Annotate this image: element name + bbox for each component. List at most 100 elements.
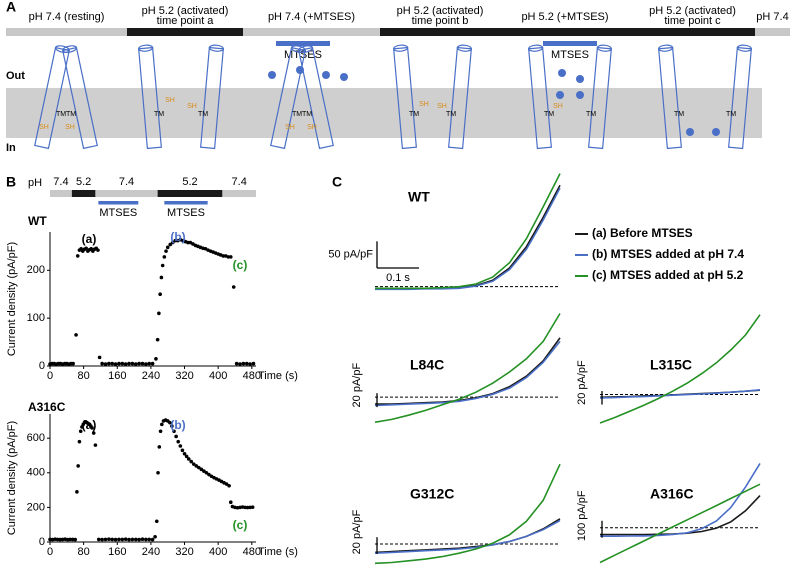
data-point (168, 420, 172, 425)
x-tick-label: 0 (47, 546, 53, 558)
ph-label: pH (28, 177, 42, 189)
ph-segment (6, 28, 127, 36)
data-point (137, 537, 141, 542)
data-point (107, 537, 111, 542)
data-point (180, 448, 185, 453)
mtses-label: MTSES (167, 207, 205, 219)
data-point (189, 459, 194, 464)
ph-segment (243, 28, 380, 36)
data-point (170, 240, 175, 245)
data-point (113, 362, 118, 366)
trace (375, 187, 561, 291)
mtses-molecule (322, 71, 330, 79)
data-point (93, 443, 98, 447)
mtses-molecule (296, 66, 304, 74)
sh-label: SH (165, 97, 175, 104)
y-tick-label: 0 (39, 536, 45, 548)
ph-value: 7.4 (53, 176, 68, 188)
x-tick-label: 320 (175, 370, 193, 382)
data-point (194, 464, 199, 468)
data-point (197, 465, 201, 470)
data-point (120, 537, 125, 542)
cylinder-top (658, 44, 674, 52)
x-tick-label: 240 (142, 546, 160, 558)
cylinder-body (448, 46, 472, 150)
data-point (133, 537, 138, 542)
data-point (182, 451, 187, 456)
x-tick-label: 400 (209, 370, 227, 382)
mtses-molecule (576, 75, 584, 83)
data-point (228, 255, 233, 259)
cylinder-body (393, 46, 417, 150)
chart-title: A316C (650, 486, 694, 502)
data-point (250, 505, 255, 510)
data-point (172, 429, 176, 434)
x-tick-label: 80 (78, 546, 90, 558)
x-tick-label: 480 (243, 546, 261, 558)
data-point (96, 248, 100, 252)
chart-title: L315C (650, 357, 692, 373)
annotation: (a) (82, 232, 97, 246)
data-point (165, 245, 170, 250)
panel-label: B (6, 174, 16, 190)
chart-title: A316C (28, 400, 66, 414)
helix-cylinder (298, 45, 334, 150)
trace (599, 483, 761, 564)
legend-label: (c) MTSES added at pH 5.2 (592, 268, 744, 282)
mtses-label: MTSES (284, 49, 322, 61)
trace (374, 313, 561, 423)
cylinder-top (456, 44, 472, 52)
data-point (120, 361, 125, 366)
chart-title: WT (28, 214, 47, 228)
data-point (113, 537, 118, 542)
mtses-bar (276, 41, 330, 46)
annotation: (a) (82, 418, 97, 432)
data-point (147, 361, 152, 366)
data-point (96, 537, 101, 542)
mtses-label: MTSES (551, 49, 589, 61)
mtses-molecule (268, 71, 276, 79)
y-tick-label: 400 (27, 467, 45, 479)
cylinder-body (270, 46, 306, 150)
trace (374, 519, 561, 554)
data-point (158, 429, 163, 434)
data-point (127, 361, 131, 366)
chart-title: L84C (410, 357, 444, 373)
mtses-molecule (340, 73, 348, 81)
cylinder-top (208, 44, 224, 52)
data-point (173, 238, 178, 243)
annotation: (b) (170, 230, 185, 244)
x-tick-label: 80 (78, 370, 90, 382)
data-point (227, 483, 231, 488)
ph-value: 5.2 (182, 176, 197, 188)
data-point (100, 361, 104, 366)
trace (374, 463, 561, 565)
trace (600, 462, 761, 537)
data-point (204, 471, 209, 475)
data-point (226, 255, 231, 259)
x-tick-label: 160 (108, 370, 126, 382)
cylinder-body (728, 46, 752, 150)
data-point (162, 255, 167, 259)
mtses-molecule (576, 91, 584, 99)
sh-label: SH (285, 124, 295, 131)
state-label: pH 5.2 (activated) (142, 5, 229, 17)
data-point (107, 361, 111, 366)
sh-label: SH (419, 101, 429, 108)
tm-label: TM (446, 111, 456, 118)
data-point (157, 445, 162, 449)
y-tick-label: 200 (27, 264, 45, 276)
scalebar-y-label: 100 pA/pF (576, 490, 588, 541)
scalebar-x-label: 0.1 s (386, 272, 410, 284)
mtses-bar (543, 41, 597, 46)
data-point (144, 362, 148, 366)
tm-label: TM (726, 111, 736, 118)
data-point (127, 537, 131, 542)
mtses-bar (164, 201, 208, 205)
data-point (160, 422, 164, 427)
data-point (150, 361, 155, 366)
data-point (174, 434, 178, 439)
x-axis-label: Time (s) (258, 546, 298, 558)
data-point (224, 482, 229, 486)
